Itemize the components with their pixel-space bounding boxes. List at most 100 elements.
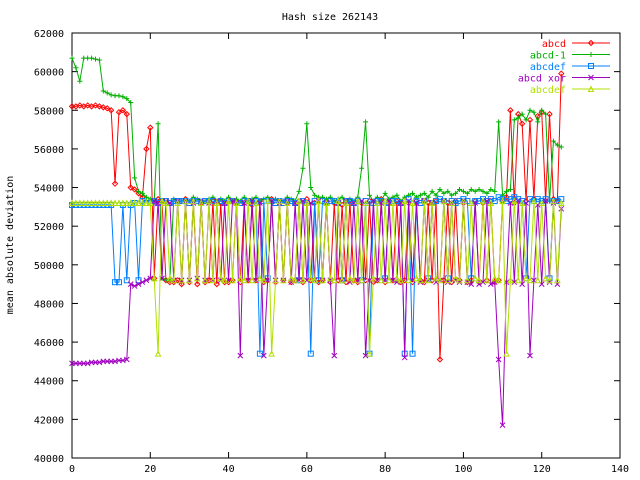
data-point [507, 186, 513, 192]
data-point [104, 105, 111, 112]
y-axis-label: mean absolute deviation [5, 176, 16, 314]
data-point [127, 184, 134, 191]
data-point [233, 199, 240, 206]
data-point [69, 55, 75, 61]
data-point [550, 197, 557, 205]
data-point [115, 108, 123, 116]
data-point [135, 199, 142, 206]
data-point [256, 274, 264, 282]
data-point [464, 276, 471, 284]
data-point [299, 276, 307, 284]
data-point [519, 111, 525, 117]
data-point [111, 180, 119, 187]
data-point [503, 188, 509, 194]
series-0 [68, 70, 565, 363]
x-tick-label: 100 [454, 464, 472, 475]
data-point [409, 350, 416, 357]
data-point [127, 281, 134, 287]
data-point [143, 277, 150, 284]
data-point [511, 197, 518, 205]
data-point [452, 274, 459, 282]
data-point [429, 188, 435, 194]
data-point [307, 274, 315, 282]
data-point [397, 200, 404, 206]
data-point [139, 198, 146, 205]
data-point [108, 92, 114, 98]
data-point [558, 144, 564, 150]
data-point [370, 198, 377, 204]
data-point [420, 197, 428, 205]
data-point [543, 111, 549, 117]
data-point [518, 199, 526, 206]
data-point [488, 186, 494, 192]
data-point [331, 352, 338, 359]
data-point [511, 279, 518, 286]
data-point [128, 100, 134, 106]
data-point [213, 199, 221, 206]
data-point [84, 102, 91, 109]
legend-label: abcdef [530, 62, 566, 73]
data-point [209, 276, 217, 284]
data-point [287, 274, 295, 282]
data-point [417, 276, 424, 284]
series-4 [68, 197, 565, 357]
data-point [260, 276, 268, 284]
data-point [448, 199, 455, 206]
data-point [205, 277, 213, 284]
data-point [421, 190, 427, 196]
data-point [397, 276, 405, 284]
data-point [445, 188, 451, 194]
data-point [393, 274, 401, 282]
data-point [103, 199, 111, 206]
data-point [131, 283, 138, 289]
data-point [366, 192, 372, 198]
data-point [464, 190, 470, 196]
data-point [261, 196, 267, 202]
data-point [346, 274, 354, 282]
data-point [350, 200, 357, 206]
x-tick-label: 40 [223, 464, 235, 475]
data-point [503, 350, 510, 357]
data-point [554, 276, 561, 284]
data-point [515, 115, 521, 121]
data-point [119, 107, 127, 114]
data-point [511, 194, 518, 201]
data-point [476, 186, 482, 192]
data-point [116, 93, 122, 99]
data-point [72, 199, 80, 206]
data-point [550, 138, 556, 144]
data-point [530, 197, 538, 205]
data-point [100, 88, 106, 94]
data-point [374, 199, 381, 206]
data-point [542, 274, 549, 282]
data-point [492, 188, 498, 194]
data-point [107, 199, 115, 206]
data-point [484, 190, 490, 196]
y-tick-label: 44000 [34, 377, 64, 388]
data-point [410, 190, 416, 196]
data-point [441, 190, 447, 196]
y-tick-label: 60000 [34, 68, 64, 79]
data-point [272, 276, 279, 284]
data-point [136, 188, 142, 194]
data-point [417, 192, 423, 198]
data-point [350, 276, 358, 284]
data-point [511, 117, 517, 123]
data-point [80, 199, 88, 206]
data-point [359, 165, 365, 171]
data-point [76, 102, 84, 109]
data-point [312, 192, 318, 198]
data-point [96, 103, 103, 110]
data-point [385, 276, 393, 284]
data-point [68, 199, 76, 206]
data-point [186, 276, 193, 284]
plot-frame [71, 32, 621, 459]
data-point [237, 352, 244, 359]
data-point [146, 199, 154, 206]
data-point [491, 198, 498, 205]
data-point [456, 276, 463, 284]
data-point [123, 110, 131, 118]
data-point [507, 276, 514, 284]
data-point [440, 197, 448, 205]
data-point [178, 276, 185, 284]
